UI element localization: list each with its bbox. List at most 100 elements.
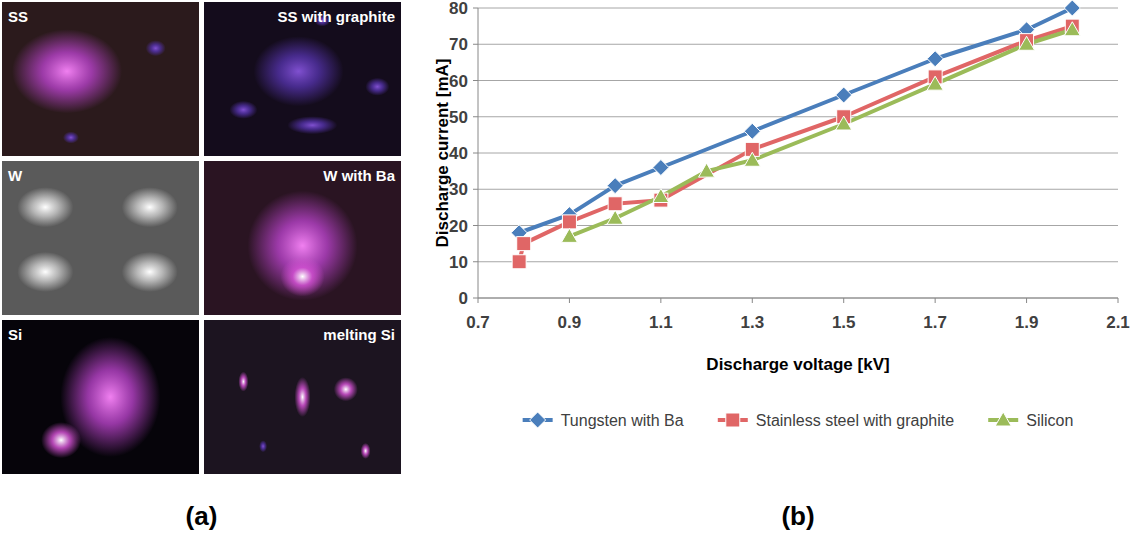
- grid-line: [478, 189, 1118, 190]
- glow: [287, 116, 337, 134]
- glow: [365, 78, 389, 96]
- legend-label: Stainless steel with graphite: [756, 412, 954, 429]
- grid-line: [478, 153, 1118, 154]
- glow: [63, 132, 79, 144]
- glow: [17, 252, 73, 292]
- legend-item: Silicon: [988, 412, 1073, 429]
- axis-title: Discharge current [mA]: [433, 59, 452, 248]
- tick-label: 0.9: [558, 313, 582, 332]
- tick-label: 80: [449, 0, 468, 18]
- glow: [122, 252, 178, 292]
- point: [607, 210, 623, 224]
- photo: [2, 320, 199, 474]
- point: [607, 178, 623, 194]
- tick-label: 70: [449, 35, 468, 54]
- photo-label: Si: [8, 326, 22, 343]
- plot: [511, 0, 1080, 269]
- point: [653, 189, 669, 203]
- tick-label: 1.7: [923, 313, 947, 332]
- glow: [229, 101, 257, 119]
- point: [927, 76, 943, 90]
- tick: [1118, 298, 1119, 303]
- tick: [843, 298, 844, 303]
- tick-label: 1.3: [740, 313, 764, 332]
- x-axis: [478, 298, 1118, 299]
- figure: SSSS with graphiteWW with BaSimelting Si…: [0, 0, 1146, 542]
- series-line: [569, 30, 1072, 237]
- y-axis: [478, 8, 479, 298]
- tick: [478, 298, 479, 303]
- legend: Tungsten with Ba Stainless steel with gra…: [523, 412, 1074, 429]
- tick-label: 10: [449, 253, 468, 272]
- legend-marker: [726, 413, 740, 427]
- tick-label: 1.5: [832, 313, 856, 332]
- point: [927, 51, 943, 67]
- point: [744, 152, 760, 166]
- tick: [473, 44, 478, 45]
- legend-label: Tungsten with Ba: [561, 412, 684, 429]
- tick: [660, 298, 661, 303]
- tick: [473, 261, 478, 262]
- point: [562, 215, 576, 229]
- point: [608, 197, 622, 211]
- point: [512, 255, 526, 269]
- tick-label: 1.9: [1015, 313, 1039, 332]
- glow: [281, 257, 325, 297]
- tick: [473, 189, 478, 190]
- glow: [238, 372, 248, 392]
- tick-label: 2.1: [1106, 313, 1130, 332]
- tick: [569, 298, 570, 303]
- point: [1064, 0, 1080, 16]
- point: [1064, 22, 1080, 36]
- tick-label: 1.1: [649, 313, 673, 332]
- glow: [361, 443, 371, 459]
- legend-item: Tungsten with Ba: [523, 412, 684, 429]
- grid-line: [478, 80, 1118, 81]
- tick: [1026, 298, 1027, 303]
- point: [836, 87, 852, 103]
- series-line: [519, 26, 1072, 262]
- glow: [122, 187, 178, 227]
- photo: [204, 161, 401, 315]
- legend-marker: [530, 412, 546, 428]
- glow: [259, 440, 267, 452]
- tick: [473, 225, 478, 226]
- legend-label: Silicon: [1026, 412, 1073, 429]
- point: [517, 237, 531, 251]
- grid-line: [478, 298, 1118, 299]
- tick-label: 0: [459, 289, 468, 308]
- tick: [935, 298, 936, 303]
- grid-line: [478, 116, 1118, 117]
- panel-label: (a): [186, 501, 218, 531]
- series-line: [519, 8, 1072, 233]
- photo: [2, 161, 199, 315]
- point: [744, 123, 760, 139]
- tick-label: 0.7: [466, 313, 490, 332]
- tick: [473, 298, 478, 299]
- point: [1019, 36, 1035, 50]
- tick: [752, 298, 753, 303]
- photo: [2, 2, 199, 156]
- point: [653, 160, 669, 176]
- axis-title: Discharge voltage [kV]: [706, 355, 889, 374]
- photo-label: melting Si: [323, 326, 395, 343]
- glow: [146, 40, 166, 56]
- point: [561, 228, 577, 242]
- photo: [204, 320, 401, 474]
- tick: [473, 80, 478, 81]
- tick: [473, 153, 478, 154]
- glow: [17, 187, 73, 227]
- glow: [254, 36, 344, 106]
- glow: [248, 191, 358, 301]
- point: [699, 163, 715, 177]
- point: [836, 116, 852, 130]
- legend-item: Stainless steel with graphite: [718, 412, 954, 429]
- grid-line: [478, 8, 1118, 9]
- glow: [334, 377, 358, 401]
- legend-marker: [995, 412, 1011, 426]
- photo-label: SS with graphite: [277, 8, 395, 25]
- glow: [41, 422, 81, 458]
- glow: [12, 29, 122, 113]
- photo-label: SS: [8, 8, 28, 25]
- tick: [473, 116, 478, 117]
